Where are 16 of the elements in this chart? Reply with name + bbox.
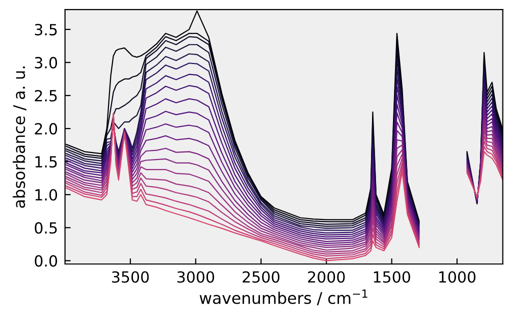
x-tick-label: 1000	[439, 271, 476, 283]
x-tick-label: 3000	[177, 271, 214, 283]
y-axis-title: absorbance / a. u.	[12, 66, 26, 208]
y-tick-label: 0.5	[34, 222, 57, 234]
x-tick-label: 3500	[112, 271, 149, 283]
x-axis-title: wavenumbers / cm$^{−1}$	[200, 290, 368, 306]
y-tick-label: 0.0	[34, 255, 58, 267]
x-tick-label: 2500	[242, 271, 280, 283]
y-tick-label: 1.5	[35, 156, 57, 168]
y-tick-label: 3.0	[34, 56, 58, 68]
x-tick-label: 2000	[308, 271, 345, 283]
x-tick-label: 1500	[374, 271, 410, 283]
y-tick-label: 3.5	[34, 24, 57, 36]
y-tick-label: 2.5	[34, 90, 57, 102]
y-tick-label: 2.0	[34, 123, 58, 135]
y-tick-label: 1.0	[35, 189, 58, 201]
